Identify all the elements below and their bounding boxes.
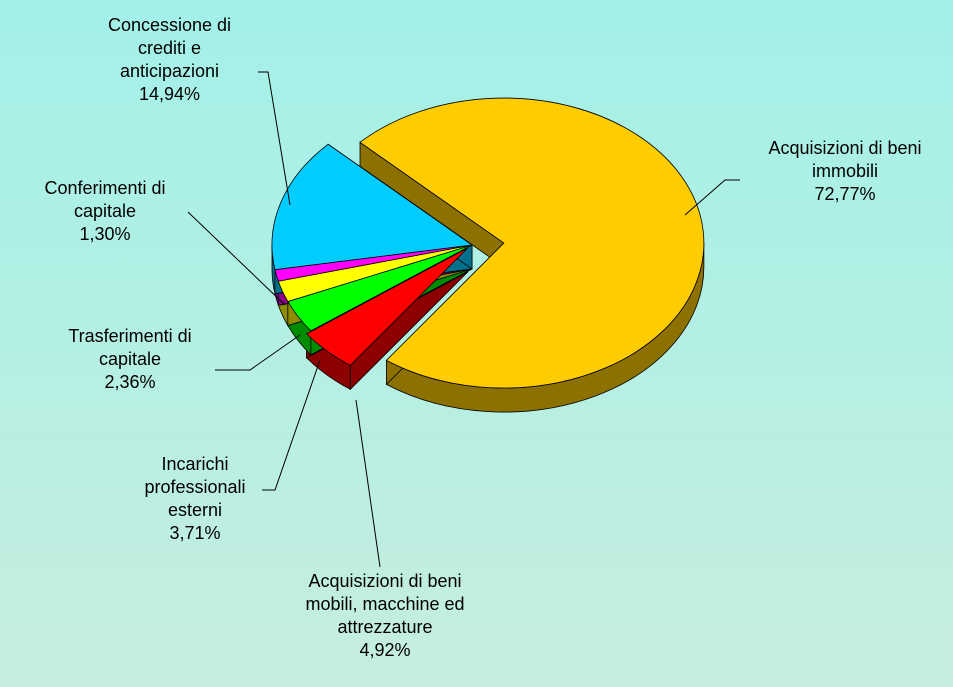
leader-line xyxy=(258,71,291,206)
slice-label: Concessione di crediti e anticipazioni 14… xyxy=(107,15,232,104)
leader-line xyxy=(187,211,286,306)
slice xyxy=(359,97,705,389)
leader-line xyxy=(262,359,321,491)
slice-label: Acquisizioni di beni immobili 72,77% xyxy=(768,138,922,204)
slice-label: Conferimenti di capitale 1,30% xyxy=(44,178,166,244)
leader-line xyxy=(355,399,381,568)
leader-line xyxy=(684,179,740,216)
slice xyxy=(305,247,469,366)
slice-label: Incarichi professionali esterni 3,71% xyxy=(144,454,246,543)
slice-label: Trasferimenti di capitale 2,36% xyxy=(68,326,192,392)
leader-line xyxy=(215,334,301,371)
slice-label: Acquisizioni di beni mobili, macchine ed… xyxy=(305,571,465,660)
slice xyxy=(271,143,474,271)
